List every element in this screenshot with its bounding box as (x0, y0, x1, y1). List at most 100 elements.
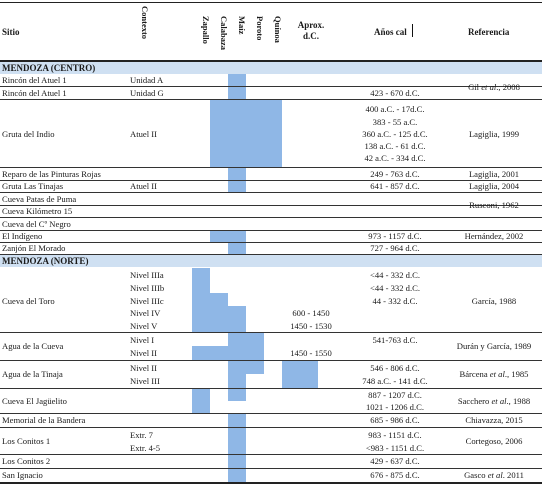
date-value: 429 - 637 d.C. (370, 456, 420, 466)
rule (0, 454, 542, 455)
cell-san-ignacio (228, 469, 246, 482)
date-value: 973 - 1157 d.C. (368, 231, 422, 241)
rule (0, 205, 542, 206)
site-name: Memorial de la Bandera (2, 415, 86, 425)
rule (0, 192, 542, 193)
context-label: Nivel IIIb (130, 283, 165, 293)
date-value: 1021 - 1206 d.C. (365, 402, 424, 412)
date-value: <983 - 1151 d.C. (365, 443, 425, 453)
site-name: Rincón del Atuel 1 (2, 75, 67, 85)
reference: Lagiglia, 2001 (468, 169, 520, 179)
reference: Chiavazza, 2015 (465, 415, 523, 425)
rule (0, 360, 542, 361)
reference: Gil et al., 2008 (468, 82, 520, 92)
context-label: Nivel I (130, 335, 155, 345)
header-referencia: Referencia (468, 27, 510, 37)
site-name: Cueva del Cº Negro (2, 219, 71, 229)
cell-maiz-reparo (228, 167, 246, 180)
site-name: El Indígeno (2, 231, 43, 241)
cell-memorial (228, 414, 246, 427)
cell-cueva-nivel-ii (192, 346, 264, 360)
site-name: Rincón del Atuel 1 (2, 88, 67, 98)
cell-gruta-del-indio (210, 99, 282, 167)
context-label: Nivel IIIa (130, 270, 164, 280)
header-quinoa: Quínoa (273, 16, 283, 43)
date-value: 541-763 d.C. (372, 335, 418, 345)
site-name: Cueva El Jagüelito (2, 396, 67, 406)
context-label: Nivel IV (130, 308, 161, 318)
context-label: Extr. 4-5 (130, 443, 161, 453)
cell-calabaza-toro (210, 293, 228, 306)
header-sitio: Sitio (2, 27, 20, 37)
rule-top (0, 2, 542, 3)
site-name: Agua de la Cueva (2, 341, 64, 351)
rule (0, 468, 542, 469)
reference: Sacchero et al., 1988 (457, 396, 531, 406)
date-value: 138 a.C. - 61 d.C. (364, 141, 426, 151)
site-name: Zanjón El Morado (2, 243, 66, 253)
rule-bottom (0, 482, 542, 484)
site-name: Agua de la Tinaja (2, 369, 63, 379)
date-value: 641 - 857 d.C. (370, 181, 420, 191)
rule (0, 167, 542, 168)
date-value: 546 - 806 d.C. (370, 363, 420, 373)
rule (0, 99, 542, 100)
reference: Lagiglia, 1999 (468, 129, 520, 139)
date-value: 249 - 763 d.C. (370, 169, 420, 179)
section-title-centro: MENDOZA (CENTRO) (2, 63, 96, 73)
context-label: Nivel II (130, 363, 157, 373)
rule (0, 254, 542, 255)
site-name: Los Conitos 1 (2, 436, 51, 446)
date-value: <44 - 332 d.C. (370, 270, 420, 280)
cell-tinaja-ii (228, 361, 264, 374)
header-maiz: Maíz (237, 16, 247, 35)
reference: Hernández, 2002 (464, 231, 524, 241)
section-band-norte (0, 255, 542, 267)
cell-conitos-2 (228, 455, 246, 468)
reference: Gasco et al. 2011 (464, 470, 524, 480)
context-label: Extr. 7 (130, 430, 153, 440)
date-value: <44 - 332 d.C. (370, 283, 420, 293)
site-name: San Ignacio (2, 470, 43, 480)
context-label: Unidad A (130, 75, 164, 85)
context-label: Nivel II (130, 348, 157, 358)
rule (0, 230, 542, 231)
header-aprox-dc: d.C. (302, 31, 319, 41)
reference: Cortegoso, 2006 (465, 436, 523, 446)
cell-maiz-morado (228, 242, 246, 254)
reference: Durán y García, 1989 (456, 341, 532, 351)
date-value: 983 - 1151 d.C. (368, 430, 422, 440)
date-value: 423 - 670 d.C. (370, 88, 420, 98)
reference: Rusconi, 1962 (469, 200, 519, 210)
cell-jaguelito-zapallo (192, 389, 210, 413)
section-title-norte: MENDOZA (NORTE) (2, 256, 89, 266)
site-name: Cueva del Toro (2, 296, 55, 306)
reference: Lagiglia, 2004 (468, 181, 520, 191)
rule (0, 86, 542, 87)
site-name: Los Conitos 2 (2, 456, 51, 466)
rule (0, 388, 542, 389)
context-label: Nivel V (130, 321, 158, 331)
date-value: 748 a.C. - 141 d.C. (362, 376, 428, 386)
site-name: Cueva Kilómetro 15 (2, 206, 73, 216)
cell-maiz-tinajas (228, 180, 246, 192)
cell-indigeno (210, 230, 246, 242)
date-value: 360 a.C. - 125 d.C. (362, 129, 428, 139)
reference: Bárcena et al., 1985 (459, 369, 529, 379)
header-poroto: Poroto (255, 16, 265, 41)
aprox-value: 1450 - 1550 (290, 348, 332, 358)
header-aprox: Aprox. (297, 20, 325, 30)
header-calabaza: Calabaza (219, 16, 229, 50)
rule (0, 413, 542, 414)
site-name: Gruta Las Tinajas (2, 181, 64, 191)
cell-jaguelito-maiz (228, 389, 246, 401)
date-value: 685 - 986 d.C. (370, 415, 420, 425)
aprox-value: 600 - 1450 (292, 308, 330, 318)
rule (0, 217, 542, 218)
cell-zapallo-toro (192, 268, 210, 332)
rule (0, 180, 542, 181)
date-value: 727 - 964 d.C. (370, 243, 420, 253)
site-name: Reparo de las Pinturas Rojas (2, 169, 101, 179)
rule (0, 242, 542, 243)
date-value: 44 - 332 d.C. (372, 296, 418, 306)
